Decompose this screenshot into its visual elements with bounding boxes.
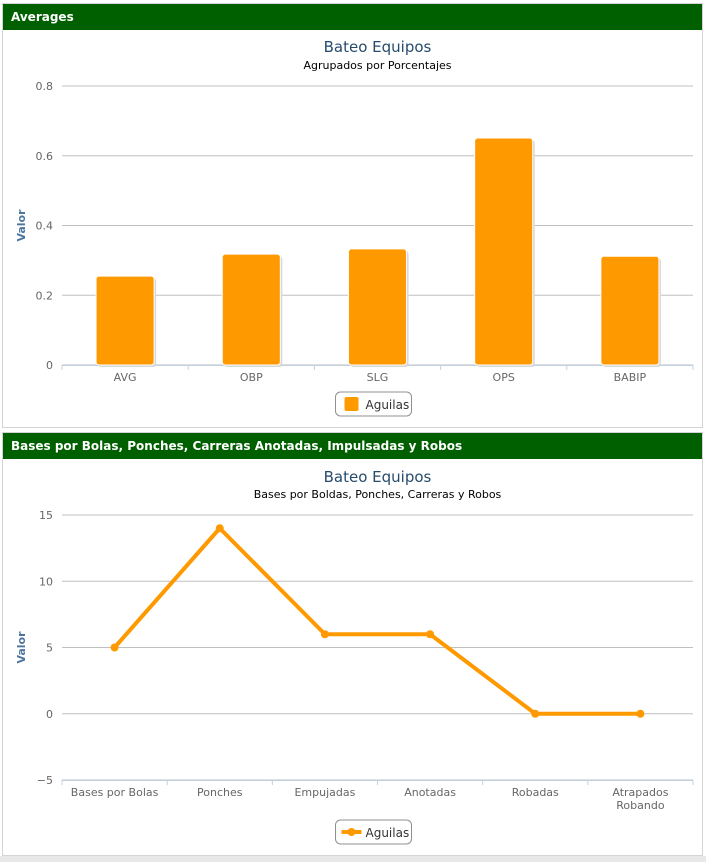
data-point bbox=[215, 524, 224, 533]
bases-panel-header: Bases por Bolas, Ponches, Carreras Anota… bbox=[3, 433, 702, 459]
y-tick-label: 5 bbox=[46, 642, 53, 655]
x-tick-label: Atrapados Robando bbox=[612, 786, 668, 812]
averages-panel-header: Averages bbox=[3, 4, 702, 30]
y-tick-label: 0.6 bbox=[36, 150, 54, 163]
x-tick-label: Bases por Bolas bbox=[71, 786, 159, 799]
bar-avg bbox=[95, 275, 155, 366]
bar-chart: Bateo Equipos Agrupados por Porcentajes 0 0… bbox=[15, 38, 694, 417]
legend-box bbox=[335, 819, 412, 845]
x-tick-label: SLG bbox=[367, 371, 389, 384]
y-tick-label: 0.8 bbox=[36, 80, 54, 93]
y-tick-label: 15 bbox=[39, 509, 53, 522]
x-tick-label: BABIP bbox=[614, 371, 647, 384]
x-tick-label: Robadas bbox=[512, 786, 559, 799]
bases-panel: Bases por Bolas, Ponches, Carreras Anota… bbox=[2, 432, 703, 856]
x-tick-label: Ponches bbox=[197, 786, 243, 799]
line-chart: Bateo Equipos Bases por Boldas, Ponches, … bbox=[15, 468, 694, 845]
y-tick-label: 0.4 bbox=[36, 220, 54, 233]
y-tick-label: 10 bbox=[39, 575, 53, 588]
legend-symbol-marker bbox=[347, 828, 356, 836]
legend-symbol bbox=[344, 397, 359, 411]
series-line bbox=[112, 526, 643, 716]
chart-subtitle: Bases por Boldas, Ponches, Carreras y Ro… bbox=[254, 488, 502, 501]
legend-label: Aguilas bbox=[366, 826, 410, 840]
bar-ops bbox=[474, 137, 534, 366]
page-bottom-strip bbox=[0, 856, 706, 862]
bar-obp bbox=[221, 253, 281, 366]
bar-slg bbox=[347, 248, 408, 366]
chart-subtitle: Agrupados por Porcentajes bbox=[303, 59, 451, 72]
y-axis-title: Valor bbox=[15, 209, 28, 242]
x-tick-label: AVG bbox=[114, 371, 137, 384]
bar-babip bbox=[600, 255, 660, 366]
x-tick-label: Anotadas bbox=[404, 786, 456, 799]
data-point bbox=[426, 630, 435, 639]
y-tick-label: 0 bbox=[46, 359, 53, 372]
y-tick-label: 0.2 bbox=[36, 289, 54, 302]
y-tick-label: −5 bbox=[37, 774, 53, 787]
chart-title: Bateo Equipos bbox=[324, 468, 432, 486]
x-tick-label: OPS bbox=[493, 371, 515, 384]
x-tick-label: Empujadas bbox=[294, 786, 355, 799]
data-point bbox=[531, 709, 540, 718]
y-axis-title: Valor bbox=[15, 631, 28, 664]
data-point bbox=[320, 630, 329, 639]
x-tick-label: OBP bbox=[240, 371, 263, 384]
data-point bbox=[110, 643, 119, 652]
chart-title: Bateo Equipos bbox=[324, 38, 432, 56]
averages-panel: Averages Bateo Equipos Agrupados por Porc… bbox=[2, 3, 703, 428]
data-point bbox=[636, 709, 645, 718]
legend-label: Aguilas bbox=[366, 398, 410, 412]
y-tick-label: 0 bbox=[46, 708, 53, 721]
